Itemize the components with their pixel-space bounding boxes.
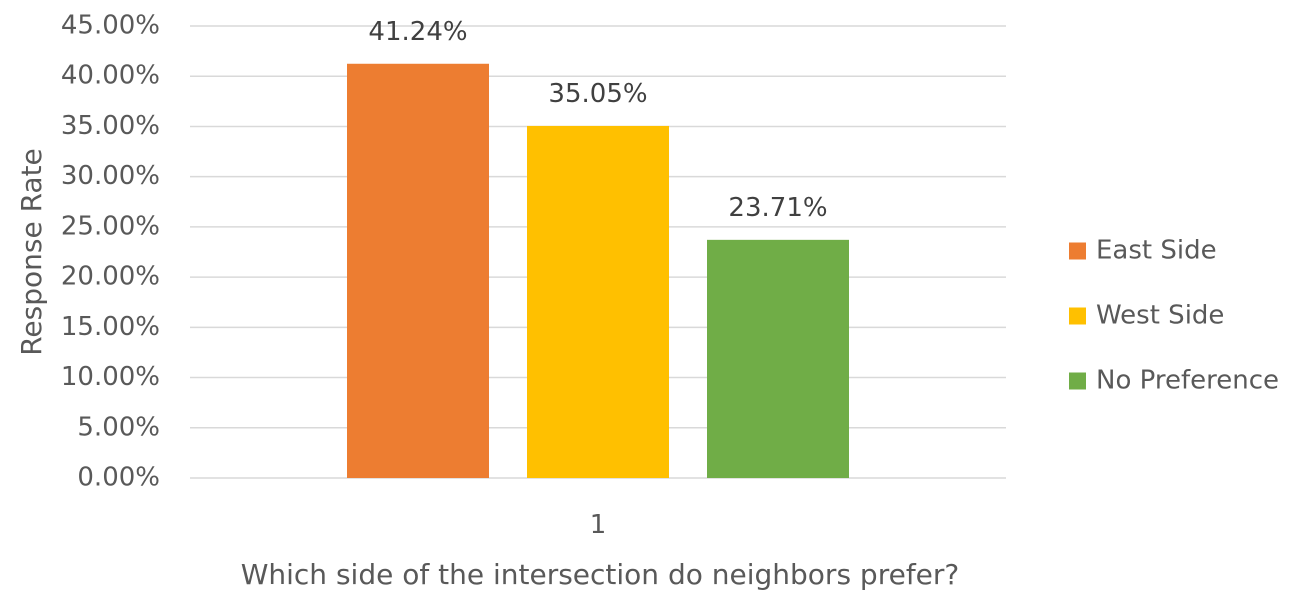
y-tick-label: 0.00% — [77, 463, 160, 493]
data-label: 35.05% — [548, 79, 647, 109]
y-tick-label: 40.00% — [61, 61, 160, 91]
y-tick-label: 35.00% — [61, 111, 160, 141]
legend-label: No Preference — [1096, 366, 1279, 396]
bar-east-side — [347, 63, 489, 478]
y-tick-label: 20.00% — [61, 262, 160, 292]
y-tick-label: 45.00% — [61, 11, 160, 41]
y-tick-label: 30.00% — [61, 161, 160, 191]
legend-label: West Side — [1096, 301, 1224, 331]
legend-label: East Side — [1096, 236, 1217, 266]
data-labels: 41.24% 35.05% 23.71% — [368, 17, 827, 223]
y-tick-label: 5.00% — [77, 412, 160, 442]
bars — [347, 63, 849, 478]
legend: East Side West Side No Preference — [1069, 236, 1279, 396]
y-tick-label: 15.00% — [61, 312, 160, 342]
data-label: 23.71% — [728, 193, 827, 223]
legend-swatch — [1069, 242, 1086, 260]
x-axis-title: Which side of the intersection do neighb… — [241, 558, 960, 591]
data-label: 41.24% — [368, 17, 467, 47]
x-tick-label: 1 — [590, 510, 607, 540]
y-tick-label: 10.00% — [61, 362, 160, 392]
y-axis-ticks: 0.00% 5.00% 10.00% 15.00% 20.00% 25.00% 30.00%… — [61, 11, 160, 493]
legend-swatch — [1069, 372, 1086, 390]
y-axis-title: Response Rate — [15, 148, 48, 356]
y-tick-label: 25.00% — [61, 211, 160, 241]
x-axis-ticks: 1 — [590, 510, 607, 540]
legend-swatch — [1069, 307, 1086, 325]
bar-no-preference — [707, 239, 849, 478]
bar-west-side — [527, 125, 669, 478]
